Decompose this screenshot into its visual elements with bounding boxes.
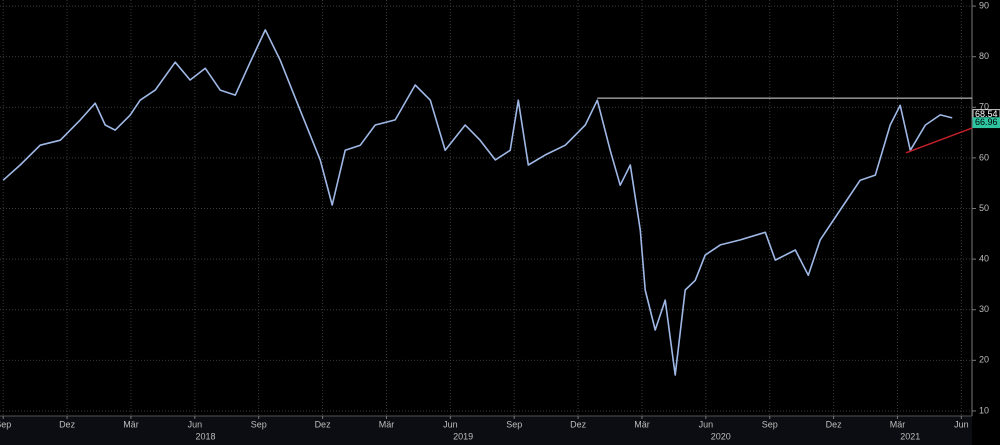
trend-line [905,127,973,154]
year-label: 2019 [453,431,473,441]
y-tick-label: 30 [979,304,989,314]
x-tick-label: Sep [251,419,267,429]
y-tick-label: 70 [979,102,989,112]
x-tick-label: Sep [506,419,522,429]
year-label: 2021 [900,431,920,441]
y-tick-label: 60 [979,152,989,162]
x-axis-band [0,416,972,445]
y-tick-label: 90 [979,0,989,10]
x-tick-label: Mär [890,419,906,429]
y-tick-label: 80 [979,51,989,61]
year-label: 2020 [711,431,731,441]
x-tick-label: Dez [59,419,76,429]
x-tick-label: Jun [188,419,203,429]
x-tick-label: Mär [379,419,395,429]
x-tick-label: Dez [826,419,843,429]
price-label: 68.54 [975,109,998,119]
x-tick-label: Jun [954,419,969,429]
x-tick-label: Jun [699,419,714,429]
y-tick-label: 50 [979,203,989,213]
price-label: 66.96 [975,117,998,127]
x-tick-label: Mär [123,419,139,429]
x-tick-label: Mär [634,419,650,429]
y-tick-label: 10 [979,405,989,415]
x-tick-label: Dez [315,419,332,429]
x-tick-label: Jun [443,419,458,429]
x-tick-label: Sep [0,419,11,429]
price-label-box [972,117,1000,129]
y-tick-label: 20 [979,355,989,365]
year-label: 2018 [195,431,215,441]
y-tick-label: 40 [979,253,989,263]
price-line [2,29,953,376]
x-tick-label: Dez [570,419,587,429]
x-tick-label: Sep [762,419,778,429]
